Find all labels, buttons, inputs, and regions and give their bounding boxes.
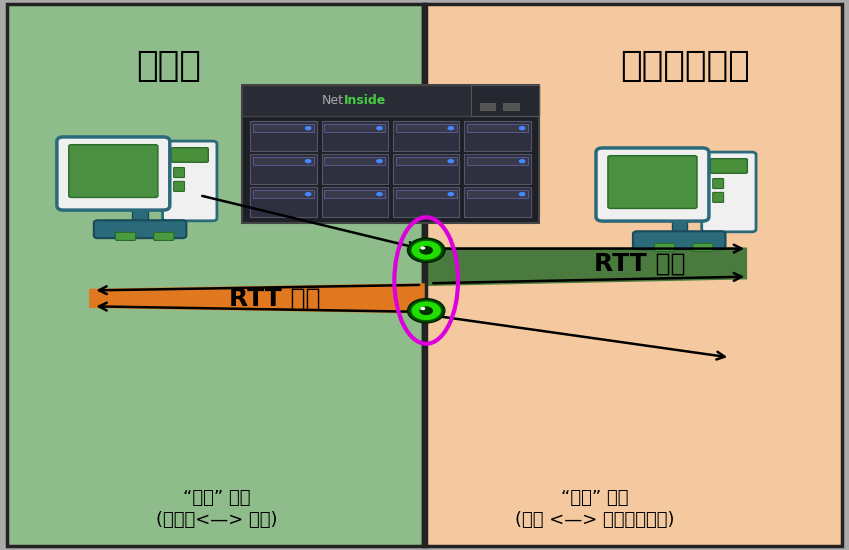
Bar [396,124,457,132]
Text: Net: Net [322,94,344,107]
Bar [324,124,385,132]
FancyBboxPatch shape [608,156,697,208]
Bar [7,4,423,546]
Text: “出站” 网络: “出站” 网络 [560,489,628,507]
Bar [464,121,531,151]
Bar [396,157,457,165]
FancyBboxPatch shape [93,221,187,238]
Bar [253,124,314,132]
Bar [423,4,842,546]
Bar [393,154,459,184]
Text: RTT 出站: RTT 出站 [594,252,686,276]
Bar [322,154,388,184]
Bar [672,214,687,236]
Bar [322,187,388,217]
Circle shape [376,192,383,196]
Circle shape [519,192,526,196]
Bar [324,190,385,198]
Circle shape [420,246,425,250]
Circle shape [419,246,433,255]
Bar [396,190,457,198]
Circle shape [305,126,312,130]
FancyBboxPatch shape [174,182,184,191]
FancyBboxPatch shape [69,145,158,197]
Circle shape [447,126,454,130]
Bar [242,85,539,223]
Bar [471,85,539,116]
FancyBboxPatch shape [712,179,723,189]
FancyBboxPatch shape [711,158,747,173]
Bar [467,190,528,198]
Bar [253,190,314,198]
FancyBboxPatch shape [655,243,675,251]
Circle shape [447,159,454,163]
Bar [242,85,539,116]
Circle shape [411,240,441,260]
FancyBboxPatch shape [163,141,217,221]
Bar [250,121,317,151]
Bar [253,157,314,165]
Circle shape [408,299,445,323]
Bar [480,103,495,110]
FancyBboxPatch shape [701,152,756,232]
Circle shape [305,192,312,196]
Bar [322,121,388,151]
Bar [250,187,317,217]
Text: (工作组<—> 设备): (工作组<—> 设备) [155,511,278,529]
FancyBboxPatch shape [633,232,725,249]
Bar [464,187,531,217]
FancyBboxPatch shape [712,192,723,202]
Bar [467,157,528,165]
Bar [503,103,519,110]
Bar [464,154,531,184]
Circle shape [420,307,425,310]
Polygon shape [426,248,747,286]
FancyBboxPatch shape [693,243,713,251]
FancyBboxPatch shape [57,137,170,210]
Bar [250,154,317,184]
Text: Inside: Inside [344,94,386,107]
Text: “入站” 网络: “入站” 网络 [183,489,250,507]
Text: 连接的工作组: 连接的工作组 [620,49,750,83]
Circle shape [305,159,312,163]
Text: (设备 <—> 连接的工作组): (设备 <—> 连接的工作组) [514,511,674,529]
FancyBboxPatch shape [154,232,174,240]
Circle shape [419,306,433,315]
Circle shape [376,126,383,130]
FancyBboxPatch shape [115,232,136,240]
FancyBboxPatch shape [174,168,184,178]
Bar [132,204,148,226]
Text: 工作组: 工作组 [136,49,200,83]
Circle shape [376,159,383,163]
Bar [393,187,459,217]
FancyBboxPatch shape [171,147,208,162]
Circle shape [519,159,526,163]
Bar [393,121,459,151]
Circle shape [447,192,454,196]
Bar [467,124,528,132]
Text: RTT 入站: RTT 入站 [229,287,321,310]
FancyBboxPatch shape [596,148,709,221]
Bar [324,157,385,165]
Circle shape [411,301,441,321]
Polygon shape [89,283,426,313]
Circle shape [519,126,526,130]
Circle shape [408,238,445,262]
